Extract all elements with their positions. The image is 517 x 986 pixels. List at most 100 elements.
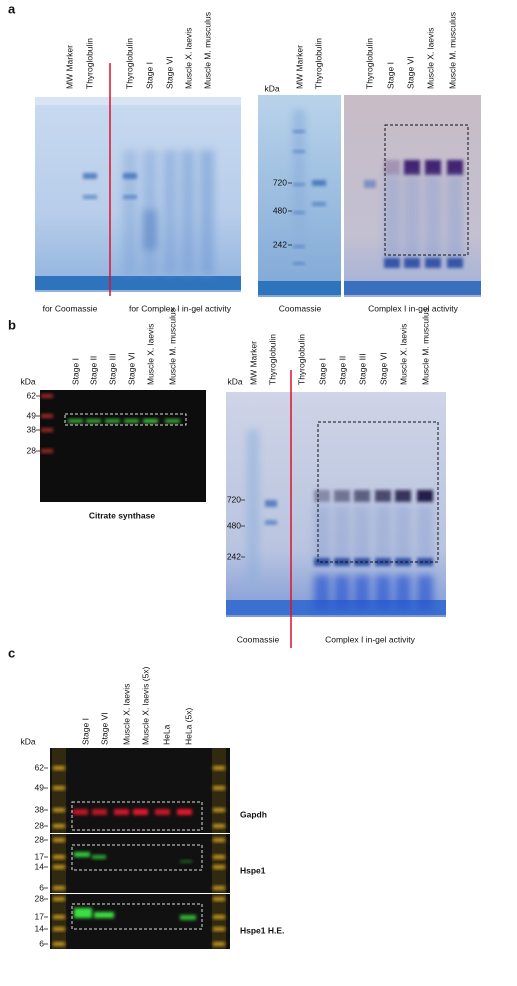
blot (40, 390, 206, 502)
band (92, 809, 107, 815)
band (53, 927, 65, 931)
band (143, 210, 157, 250)
band (213, 766, 225, 770)
gel-bottom (258, 281, 341, 295)
band (354, 490, 370, 502)
lane-label: Muscle M. musculus (167, 308, 177, 385)
lane-label: Muscle M. musculus (447, 12, 457, 89)
lane-label: Stage I (80, 718, 90, 745)
lane-label: Stage VI (164, 56, 174, 89)
band (53, 766, 65, 770)
gel-bottom (344, 281, 481, 295)
unit-label: kDa (227, 376, 242, 386)
band (447, 175, 463, 260)
band (165, 419, 180, 423)
lane-label: Thyroglobulin (313, 38, 323, 89)
band (83, 173, 97, 179)
band (213, 942, 225, 946)
band (265, 500, 277, 507)
panel-label: c (8, 645, 15, 660)
dashed-box (64, 413, 187, 426)
lane-label: Thyroglobulin (124, 38, 134, 89)
lane-label: Stage VI (405, 56, 415, 89)
band (181, 150, 195, 275)
band (364, 180, 376, 188)
panel-label: a (8, 1, 16, 16)
band (213, 808, 225, 812)
band (213, 927, 225, 931)
band (213, 855, 225, 859)
band (334, 490, 350, 502)
marker-label: 17 (35, 851, 45, 861)
caption: Coomassie (279, 303, 322, 313)
lane-label: Muscle X. laevis (145, 324, 155, 385)
lane-label: Muscle X. laevis (398, 324, 408, 385)
marker-label: 6 (39, 882, 44, 892)
marker-label: 14 (35, 861, 45, 871)
band (143, 419, 158, 423)
lane-label: Thyroglobulin (364, 38, 374, 89)
lane-label: Stage II (337, 356, 347, 385)
marker-label: 28 (27, 445, 37, 455)
marker-label: 28 (35, 820, 45, 830)
band (375, 505, 391, 560)
band (425, 175, 441, 260)
lane-label: Thyroglobulin (84, 38, 94, 89)
lane-label: Thyroglobulin (296, 334, 306, 385)
band (53, 786, 65, 790)
panel-label: b (8, 317, 16, 332)
caption: Complex I in-gel activity (325, 634, 416, 644)
marker-label: 242 (227, 551, 241, 561)
lane-label: MW Marker (248, 341, 258, 385)
lane-label: Stage I (317, 358, 327, 385)
dashed-box (71, 903, 203, 930)
band (213, 897, 225, 901)
lane-label: Stage VI (378, 352, 388, 385)
band (425, 258, 441, 268)
unit-label: kDa (264, 83, 279, 93)
band (293, 130, 305, 133)
band (384, 258, 400, 268)
band (73, 809, 88, 815)
lane-label: Muscle X. laevis (121, 684, 131, 745)
marker-label: 242 (273, 239, 287, 249)
ladder (212, 834, 226, 893)
marker-label: 38 (35, 804, 45, 814)
band (312, 180, 326, 186)
lane-label: Stage III (357, 353, 367, 385)
band (41, 394, 53, 398)
band (417, 575, 433, 610)
band (314, 490, 330, 502)
blot-label: Hspe1 H.E. (240, 925, 284, 935)
gel-well-strip (35, 97, 241, 105)
band (200, 150, 214, 275)
band (417, 490, 433, 502)
band (213, 786, 225, 790)
band (417, 505, 433, 560)
band (354, 505, 370, 560)
unit-label: kDa (20, 736, 35, 746)
band (334, 575, 350, 610)
band (53, 865, 65, 869)
band (83, 195, 97, 199)
marker-label: 49 (27, 410, 37, 420)
band (53, 886, 65, 890)
band (293, 150, 305, 153)
band (53, 808, 65, 812)
lane-label: Stage I (70, 358, 80, 385)
lane-label: MW Marker (64, 45, 74, 89)
lane-label: Stage I (385, 62, 395, 89)
band (293, 262, 305, 265)
blot (50, 894, 230, 949)
ladder (212, 748, 226, 833)
lane-label: Muscle M. musculus (202, 12, 212, 89)
marker-label: 28 (35, 834, 45, 844)
marker-label: 720 (273, 177, 287, 187)
band (163, 150, 177, 275)
band (124, 419, 139, 423)
band (293, 245, 305, 248)
caption: for Coomassie (43, 303, 98, 313)
band (312, 202, 326, 206)
lane-label: Muscle X. laevis (425, 28, 435, 89)
